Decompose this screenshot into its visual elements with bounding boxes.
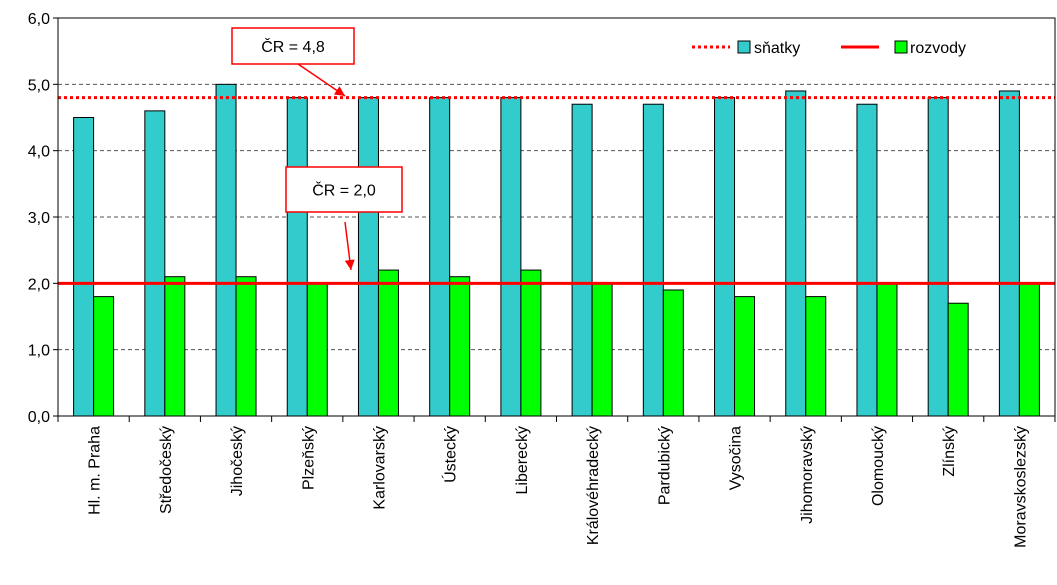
legend-label-rozvody: rozvody — [910, 40, 966, 57]
x-tick-label: Moravskoslezský — [1012, 426, 1029, 548]
x-tick-label: Liberecký — [514, 426, 531, 494]
bar-snatky — [357, 97, 379, 417]
annotation-arrowhead — [344, 259, 355, 270]
bar-snatky — [429, 97, 451, 417]
annotation-box — [231, 27, 355, 65]
legend-swatch-rozvody — [894, 40, 908, 54]
y-tick-label: 1,0 — [28, 343, 50, 360]
legend-label-snatky: sňatky — [754, 40, 800, 57]
x-tick-label: Královéhradecký — [585, 426, 602, 545]
bar-rozvody — [235, 276, 257, 417]
bar-rozvody — [377, 269, 399, 417]
x-tick-label: Zlínský — [941, 426, 958, 477]
x-tick-label: Hl. m. Praha — [87, 426, 104, 515]
bar-snatky — [571, 103, 593, 417]
bar-snatky — [856, 103, 878, 417]
bar-snatky — [144, 110, 166, 417]
legend: sňatky rozvody — [692, 40, 966, 57]
x-tick-label: Olomoucký — [870, 426, 887, 506]
annotation-label: ČR = 2,0 — [312, 181, 376, 200]
bar-rozvody — [805, 296, 827, 417]
y-tick-label: 2,0 — [28, 276, 50, 293]
plot-frame — [57, 17, 1056, 417]
annotation-label: ČR = 4,8 — [261, 37, 325, 56]
bar-rozvody — [1018, 282, 1040, 417]
x-tick-label: Středočeský — [158, 426, 175, 514]
bar-rozvody — [591, 282, 613, 417]
x-tick-label: Ústecký — [441, 426, 460, 483]
labels-layer: 0,0 1,0 2,0 3,0 4,0 5,0 6,0 Hl. m. Praha Středoč… — [28, 11, 1030, 548]
grid-layer — [58, 17, 1055, 351]
bars-layer — [73, 83, 1040, 417]
bar-rozvody — [876, 282, 898, 417]
bar-rozvody — [164, 276, 186, 417]
x-tick-label: Jihomoravský — [799, 426, 816, 524]
axes-layer — [53, 17, 1056, 422]
annotations: ČR = 4,8 ČR = 2,0 — [231, 27, 403, 271]
x-tick-label: Pardubický — [656, 426, 673, 505]
y-tick-label: 6,0 — [28, 11, 50, 28]
bar-snatky — [714, 97, 736, 417]
bar-snatky — [785, 90, 807, 417]
y-tick-label: 3,0 — [28, 210, 50, 227]
x-tick-label: Jihočeský — [229, 426, 246, 496]
bar-rozvody — [947, 302, 969, 417]
bar-snatky — [500, 97, 522, 417]
bar-rozvody — [306, 282, 328, 417]
x-tick-label: Karlovarský — [371, 426, 388, 510]
y-tick-label: 0,0 — [28, 409, 50, 426]
annotation-box — [285, 166, 403, 213]
y-tick-label: 4,0 — [28, 144, 50, 161]
bar-snatky — [286, 97, 308, 417]
bar-snatky — [998, 90, 1020, 417]
bar-snatky — [215, 83, 237, 417]
x-tick-label: Vysočina — [728, 426, 745, 490]
legend-swatch-snatky — [737, 40, 751, 54]
bar-rozvody — [662, 289, 684, 417]
x-tick-label: Plzeňský — [300, 426, 317, 490]
reference-lines-layer — [58, 96, 1055, 285]
bar-rozvody — [520, 269, 542, 417]
annotation-arrowhead — [333, 86, 345, 96]
bar-rozvody — [449, 276, 471, 417]
bar-rozvody — [734, 296, 756, 417]
bar-snatky — [927, 97, 949, 417]
y-tick-label: 5,0 — [28, 77, 50, 94]
bar-snatky — [642, 103, 664, 417]
bar-snatky — [73, 117, 95, 417]
bar-rozvody — [93, 296, 115, 417]
